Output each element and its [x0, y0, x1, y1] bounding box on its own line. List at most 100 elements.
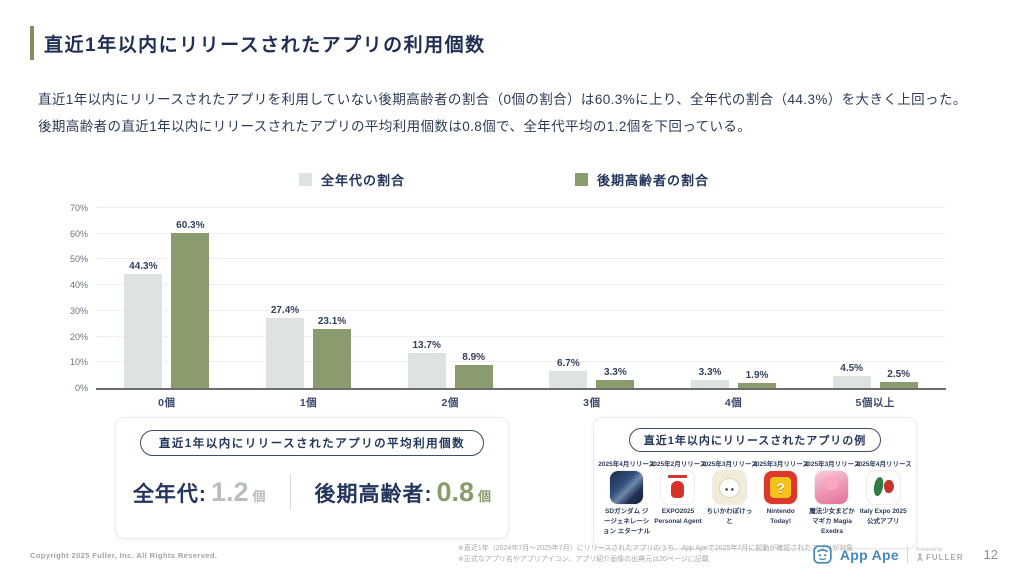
x-tick-label: 3個 [583, 397, 601, 409]
average-values: 全年代: 1.2 個後期高齢者: 0.8 個 [116, 474, 508, 510]
bar-column: 1.9% [738, 370, 777, 388]
footnote-2: ※正式なアプリ名やアプリアイコン、アプリ紹介画像の出典元は20ページに記載 [458, 556, 709, 563]
bar [266, 317, 304, 388]
plot-area: 44.3% 60.3% 27.4% 23.1% 13.7% 8.9% 6.7% 3.3% 3.3… [96, 207, 946, 390]
expo2025-app-icon [661, 471, 695, 504]
legend-swatch [575, 173, 588, 186]
average-item-label: 後期高齢者: [314, 482, 433, 506]
bar [879, 381, 918, 388]
bar-group: 4.5% 2.5% [804, 208, 946, 388]
fuller-logo: FULLER [916, 553, 964, 563]
average-usage-box: 直近1年以内にリリースされたアプリの平均利用個数 全年代: 1.2 個 後期高齢者: 0… [115, 417, 509, 539]
gridline [96, 258, 946, 260]
description-line-1: 直近1年以内にリリースされたアプリを利用していない後期高齢者の割合（0個の割合）… [38, 92, 967, 107]
bar-column: 60.3% [171, 219, 210, 388]
bar-column: 23.1% [313, 316, 351, 388]
legend-label: 全年代の割合 [320, 173, 405, 188]
description-line-2: 後期高齢者の直近1年以内にリリースされたアプリの平均利用個数は0.8個で、全年代… [38, 119, 752, 134]
bar-column: 3.3% [691, 366, 730, 388]
bar-column: 44.3% [124, 261, 163, 388]
gridline [96, 284, 946, 286]
bar-column: 8.9% [454, 352, 493, 388]
bar-column: 3.3% [596, 366, 635, 388]
chiikawa-app-icon [712, 471, 746, 504]
app-entry: 2025年4月リリース SDガンダム ジージェネレーション エターナル [598, 458, 655, 537]
y-tick-label: 70% [69, 203, 88, 213]
y-tick-label: 60% [69, 228, 88, 239]
bar-value-label: 8.9% [462, 352, 486, 364]
y-tick-label: 10% [69, 357, 88, 368]
app-name: EXPO2025 Personal Agent [654, 508, 702, 526]
bar-column: 4.5% [832, 363, 871, 388]
app-release-date: 2025年3月リリース [700, 461, 758, 468]
legend-label: 後期高齢者の割合 [597, 173, 710, 188]
bar-value-label: 60.3% [176, 219, 205, 231]
bar-value-label: 1.9% [745, 370, 769, 382]
bar-column: 13.7% [407, 340, 446, 388]
app-entry: 2025年4月リリース Italy Expo 2025 公式アプリ [855, 458, 912, 537]
bar-value-label: 6.7% [556, 357, 580, 369]
average-item-value: 0.8 [436, 476, 475, 507]
bar [454, 365, 493, 388]
x-tick-label: 1個 [299, 397, 318, 409]
y-tick-label: 40% [69, 280, 88, 291]
bar-group: 3.3% 1.9% [663, 208, 805, 388]
copyright-text: Copyright 2025 Fuller, Inc. All Rights R… [30, 551, 218, 560]
example-apps-box: 直近1年以内にリリースされたアプリの例 2025年4月リリース SDガンダム ジー… [593, 417, 917, 549]
bar-value-label: 3.3% [698, 366, 722, 378]
app-name: SDガンダム ジージェネレーション エターナル [603, 508, 651, 536]
app-name: Italy Expo 2025 公式アプリ [859, 508, 907, 526]
legend-item: 後期高齢者の割合 [575, 170, 709, 189]
brand-divider [906, 546, 908, 563]
app-entry: 2025年3月リリース 魔法少女まどかマギカ Magia Exedra [804, 458, 861, 537]
sd-gundam-app-icon [610, 471, 644, 504]
app-name: ちいかわぽけっと [706, 508, 753, 526]
example-box-badge: 直近1年以内にリリースされたアプリの例 [628, 428, 882, 452]
madoka-magica-app-icon [815, 471, 849, 504]
gridline [96, 232, 946, 234]
average-item: 全年代: 1.2 個 [133, 477, 266, 508]
fuller-logo-text: FULLER [925, 552, 964, 562]
bar [549, 370, 588, 388]
fuller-mark-icon [917, 553, 923, 562]
bar-column: 6.7% [549, 357, 588, 388]
gridline [96, 335, 946, 337]
average-item-value: 1.2 [210, 476, 249, 507]
bar-value-label: 23.1% [317, 315, 347, 327]
app-name: 魔法少女まどかマギカ Magia Exedra [809, 508, 855, 536]
app-release-date: 2025年4月リリース [598, 461, 656, 468]
appape-logo-text: App Ape [839, 546, 899, 563]
app-entry: 2025年3月リリース? Nintendo Today! [752, 458, 809, 537]
bar-group: 44.3% 60.3% [96, 208, 238, 388]
x-tick-label: 0個 [158, 397, 176, 409]
appape-logo-icon [813, 545, 832, 564]
bar-value-label: 3.3% [603, 366, 627, 378]
bar [171, 232, 210, 388]
bar-value-label: 27.4% [270, 304, 300, 316]
bar [832, 376, 871, 388]
bar [596, 379, 635, 388]
bar-column: 2.5% [879, 369, 918, 388]
bar-groups: 44.3% 60.3% 27.4% 23.1% 13.7% 8.9% 6.7% 3.3% 3.3… [96, 208, 946, 388]
bar-group: 27.4% 23.1% [238, 208, 380, 388]
x-tick-label: 5個以上 [855, 397, 895, 409]
bar [124, 274, 163, 388]
app-name: Nintendo Today! [766, 508, 795, 526]
app-release-date: 2025年3月リリース [752, 461, 810, 468]
bar-group: 13.7% 8.9% [379, 208, 521, 388]
powered-by-block: Powered by FULLER [916, 547, 964, 563]
title-accent-bar [30, 26, 34, 60]
bar [691, 379, 730, 388]
footnote-1: ※直近1年（2024年7月～2025年7月）にリリースされたアプリのうち、App… [458, 545, 854, 552]
bar-column: 27.4% [266, 305, 304, 388]
y-tick-label: 30% [69, 305, 88, 316]
y-tick-label: 0% [74, 383, 88, 393]
legend-swatch [298, 173, 312, 186]
bar-group: 6.7% 3.3% [521, 208, 663, 388]
bar-value-label: 4.5% [840, 363, 864, 375]
app-entry: 2025年2月リリース EXPO2025 Personal Agent [650, 458, 707, 537]
average-box-badge: 直近1年以内にリリースされたアプリの平均利用個数 [139, 430, 485, 456]
y-tick-label: 50% [69, 254, 88, 265]
gridline [96, 309, 946, 311]
question-block-glyph: ? [770, 477, 792, 498]
